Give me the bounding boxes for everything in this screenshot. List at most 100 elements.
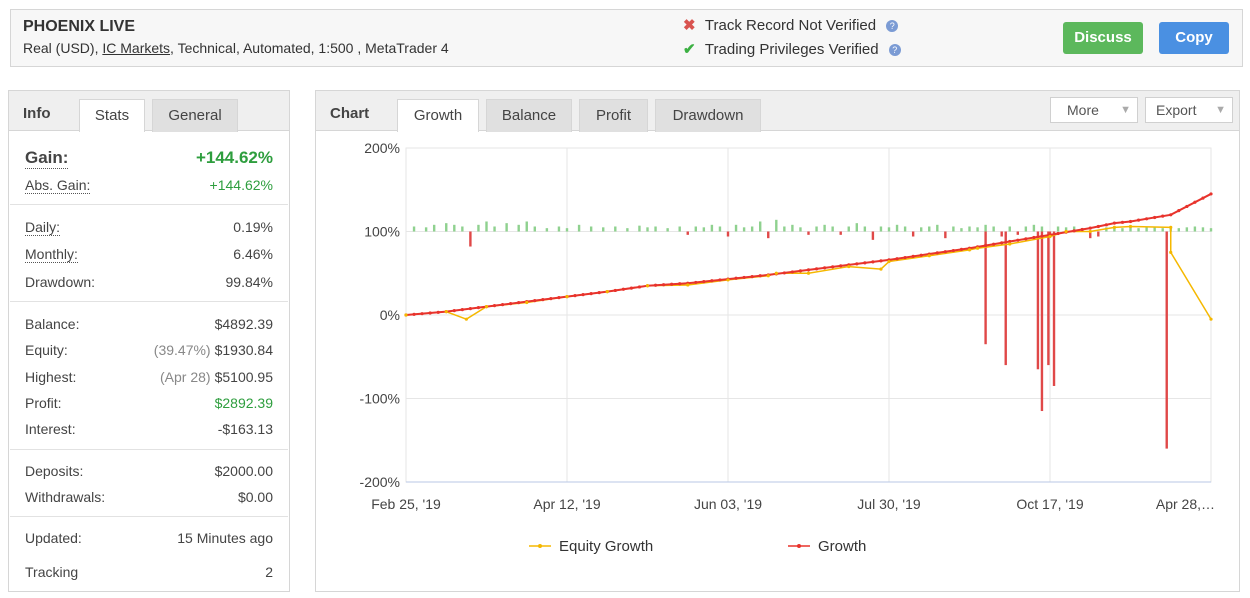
growth-point <box>1008 239 1012 244</box>
profit-bar <box>759 221 762 232</box>
updated-label: Updated: <box>25 530 82 546</box>
more-dropdown[interactable]: More ▼ <box>1050 97 1138 123</box>
profit-bar <box>1008 226 1011 232</box>
growth-point <box>1145 217 1149 221</box>
profit-bar <box>911 231 915 237</box>
growth-point <box>476 306 481 310</box>
profit-bar <box>1193 226 1197 232</box>
growth-point <box>501 303 505 307</box>
growth-point <box>839 264 843 268</box>
broker-link[interactable]: IC Markets <box>102 40 171 56</box>
deposits-value: $2000.00 <box>214 463 273 479</box>
growth-legend-label: Growth <box>818 538 866 555</box>
growth-point <box>814 267 819 271</box>
growth-point <box>798 269 803 273</box>
growth-point <box>1024 237 1028 241</box>
equity-point <box>774 271 778 275</box>
gain-value: +144.62% <box>195 148 273 167</box>
growth-point <box>428 311 432 315</box>
copy-button[interactable]: Copy <box>1159 22 1229 54</box>
y-tick-label: -200% <box>360 474 400 490</box>
profit-bar <box>461 226 464 232</box>
equity-point <box>806 271 811 275</box>
chevron-down-icon: ▼ <box>1215 104 1226 116</box>
profit-bar <box>424 227 428 232</box>
growth-point <box>871 260 875 264</box>
growth-point <box>1177 209 1181 213</box>
gain-label[interactable]: Gain: <box>25 148 69 169</box>
growth-point <box>1000 241 1004 245</box>
monthly-label[interactable]: Monthly: <box>25 246 78 263</box>
growth-point <box>718 278 722 282</box>
tab-growth[interactable]: Growth <box>397 99 479 132</box>
highest-label: Highest: <box>25 369 77 385</box>
profit-bar <box>1113 226 1116 232</box>
growth-point <box>951 248 956 253</box>
profit-bar <box>589 226 593 232</box>
profit-bar <box>710 224 714 232</box>
growth-chart[interactable]: 200% 100% 0% -100% -200% Feb 25, '19 Apr 12, '… <box>316 131 1239 591</box>
profit-bar <box>525 221 528 232</box>
profit-bar <box>477 224 480 232</box>
track-record-status: ✖ Track Record Not Verified ? <box>683 16 899 34</box>
growth-point <box>992 242 996 246</box>
growth-point <box>541 298 545 302</box>
tab-stats[interactable]: Stats <box>79 99 145 132</box>
equity-point <box>726 278 730 282</box>
profit-bar <box>445 223 448 232</box>
discuss-button[interactable]: Discuss <box>1063 22 1143 54</box>
track-record-label: Track Record Not Verified <box>704 17 877 34</box>
growth-point <box>694 280 698 285</box>
profit-bar <box>767 231 770 239</box>
growth-point <box>734 276 738 280</box>
growth-point <box>758 274 762 278</box>
loss-spike <box>984 231 987 345</box>
equity-point <box>975 246 980 250</box>
export-dropdown[interactable]: Export ▼ <box>1145 97 1233 123</box>
tab-drawdown[interactable]: Drawdown <box>655 99 761 132</box>
growth-point <box>460 308 464 312</box>
equity-point <box>1128 224 1133 229</box>
growth-point <box>1096 224 1100 229</box>
abs-gain-label[interactable]: Abs. Gain: <box>25 177 91 194</box>
daily-label[interactable]: Daily: <box>25 219 61 236</box>
trading-privileges-label: Trading Privileges Verified <box>704 41 879 58</box>
loss-spike <box>1036 231 1040 370</box>
profit-bar <box>1024 226 1028 232</box>
growth-point <box>895 257 899 261</box>
profit-bar <box>1153 227 1156 232</box>
help-icon[interactable]: ? <box>888 44 901 56</box>
tab-profit[interactable]: Profit <box>579 99 648 132</box>
drawdown-label: Drawdown: <box>25 274 96 290</box>
info-heading: Info <box>23 105 51 122</box>
chart-tabbar: Chart Growth Balance Profit Drawdown Mor… <box>316 91 1239 132</box>
profit-bar <box>968 226 971 232</box>
chart-legend: Equity Growth Growth <box>529 538 866 555</box>
profit-bar <box>920 227 923 232</box>
y-tick-label: 100% <box>364 224 400 240</box>
tab-balance[interactable]: Balance <box>486 99 572 132</box>
growth-point <box>855 262 859 266</box>
growth-point <box>452 309 456 313</box>
loss-spike <box>1052 231 1056 386</box>
growth-point <box>1201 196 1205 200</box>
balance-value: $4892.39 <box>214 316 273 332</box>
tab-general[interactable]: General <box>152 99 238 132</box>
profit-bar <box>469 231 472 247</box>
y-tick-label: 200% <box>364 140 400 156</box>
profit-bar <box>702 227 706 232</box>
growth-point <box>806 268 811 272</box>
profit-bar <box>1056 226 1060 232</box>
equity-legend-label: Equity Growth <box>559 538 653 555</box>
profit-bar <box>678 226 681 232</box>
growth-point <box>863 261 867 265</box>
help-icon[interactable]: ? <box>886 20 899 32</box>
x-tick-label: Apr 28,… <box>1156 496 1215 512</box>
withdrawals-label: Withdrawals: <box>25 489 106 505</box>
withdrawals-value: $0.00 <box>237 489 273 505</box>
growth-point <box>1080 227 1084 232</box>
profit-bar <box>1185 227 1189 232</box>
x-tick-label: Oct 17, '19 <box>1016 496 1083 512</box>
highest-date: (Apr 28) <box>160 369 211 385</box>
chevron-down-icon: ▼ <box>1120 104 1131 116</box>
